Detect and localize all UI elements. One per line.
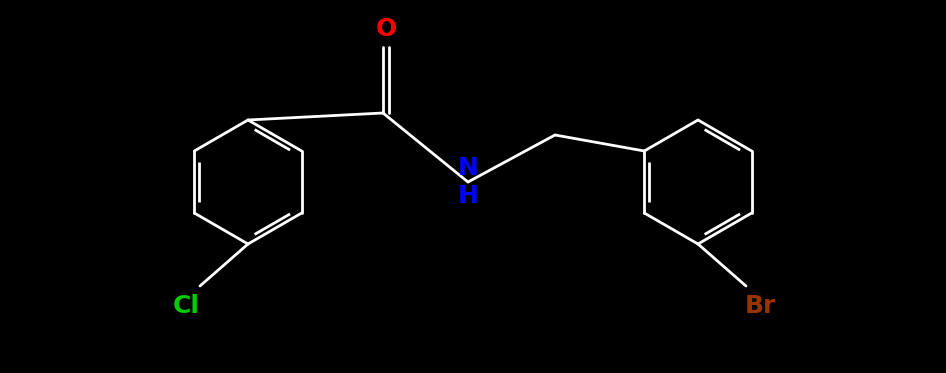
Text: Cl: Cl xyxy=(172,294,200,318)
Text: H: H xyxy=(458,184,479,208)
Text: N: N xyxy=(458,156,479,180)
Text: Br: Br xyxy=(745,294,776,318)
Text: O: O xyxy=(376,17,396,41)
